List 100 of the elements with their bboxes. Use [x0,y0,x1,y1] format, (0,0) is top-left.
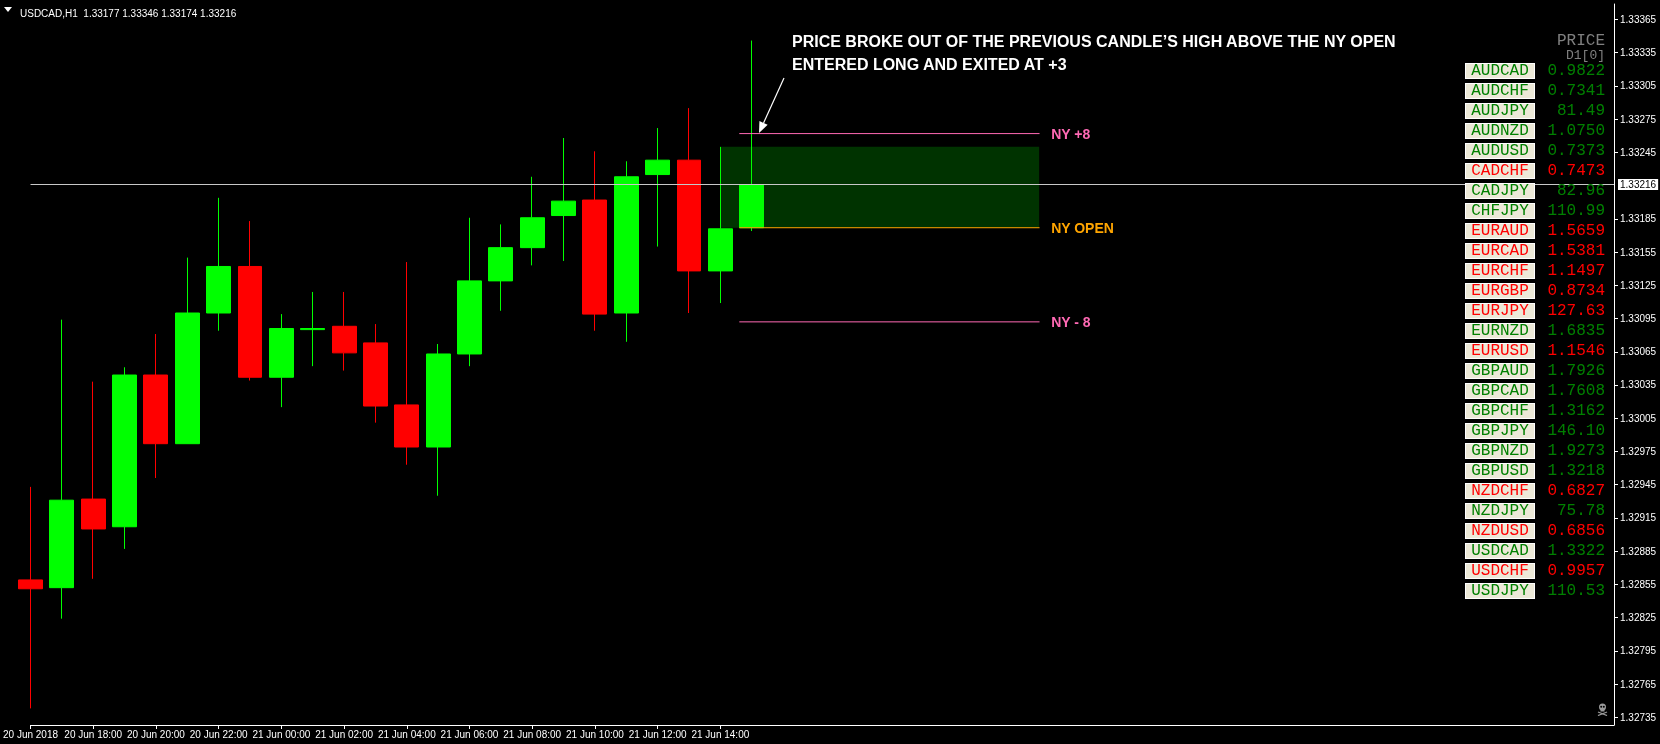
category-label: EURJPY [1465,302,1535,320]
x-tick-label: 21 Jun 04:00 [377,728,437,740]
category-label: USDCHF [1465,562,1535,580]
x-tick-label: 21 Jun 06:00 [440,728,499,740]
annotation: PRICE BROKE OUT OF THE PREVIOUS CANDLE’S HIGH ABOVE THE NY OPEN ENTERED LONG AND EXITED AT +3 [792,33,1396,73]
y-tick-label: 1.32945 [1620,479,1657,491]
y-tick-label: 1.32795 [1620,645,1657,657]
y-tick-label: 1.33275 [1620,113,1657,125]
candlestick [645,127,670,248]
candlestick [551,137,576,262]
y-tick-label: 1.32825 [1620,612,1657,624]
text: 1.7926 [1547,362,1605,380]
candlestick [708,146,733,304]
candlestick [363,323,388,424]
candlestick [300,291,325,367]
text: 1.1497 [1547,262,1605,280]
x-tick-label: 20 Jun 18:00 [64,728,123,740]
x-tick-label: 21 Jun 08:00 [503,728,562,740]
category-label: NZDJPY [1465,502,1535,520]
ref-line-label: 1.33216 [1620,179,1657,191]
category-label: GBPCAD [1465,382,1535,400]
text: 81.49 [1556,102,1605,120]
y-tick-label: 1.33125 [1620,279,1657,291]
candlestick [582,150,607,332]
category-label: GBPCHF [1465,402,1535,420]
y-tick-label: 1.32735 [1620,711,1657,723]
chart-title: USDCAD,H1 1.33177 1.33346 1.33174 1.33216 [20,7,237,19]
text: 82.96 [1556,182,1605,200]
y-tick-label: 1.32885 [1620,545,1657,557]
y-tick-label: 1.33065 [1620,346,1657,358]
y-tick-label: 1.32915 [1620,512,1657,524]
candlestick [143,333,168,479]
text: 0.6856 [1547,522,1605,540]
y-tick-label: 1.33155 [1620,246,1657,258]
text: 127.63 [1547,302,1605,320]
candlestick [426,343,451,497]
text: 110.53 [1547,582,1605,600]
y-tick-label: 1.33305 [1620,80,1657,92]
candlestick [112,366,137,550]
x-tick-label: 20 Jun 2018 [2,728,59,740]
category-label: EURUSD [1465,342,1535,360]
y-tick-label: 1.33245 [1620,146,1657,158]
text: 0.7341 [1547,82,1605,100]
candlestick [677,107,701,314]
category-label: CADJPY [1465,182,1535,200]
candlestick [332,291,357,372]
candlestick [175,257,200,445]
series-label: NY +8 [1051,125,1091,142]
text: 0.7473 [1547,162,1605,180]
text: 1.1546 [1547,342,1605,360]
category-label: EURGBP [1465,282,1535,300]
x-tick-label: 21 Jun 00:00 [252,728,311,740]
text: 146.10 [1547,422,1605,440]
category-label: AUDCHF [1465,82,1535,100]
y-tick-label: 1.33365 [1620,14,1657,26]
category-label: NZDUSD [1465,522,1535,540]
candlestick [614,160,639,343]
text: 1.5659 [1547,222,1605,240]
x-tick-label: 21 Jun 14:00 [691,728,750,740]
category-label: AUDJPY [1465,102,1535,120]
text: 0.9957 [1547,562,1605,580]
category-label: USDCAD [1465,542,1535,560]
text: 0.6827 [1547,482,1605,500]
category-label: GBPUSD [1465,462,1535,480]
candlestick [18,486,43,709]
text: 1.0750 [1547,122,1605,140]
y-tick-label: 1.33185 [1620,213,1657,225]
category-label: AUDUSD [1465,142,1535,160]
y-tick-label: 1.32855 [1620,578,1657,590]
candlestick [238,220,262,382]
candlestick [457,217,482,367]
category-label: EURAUD [1465,222,1535,240]
candlestick [520,176,545,266]
text: 75.78 [1556,502,1605,520]
text: 1.5381 [1547,242,1605,260]
category-label: EURCAD [1465,242,1535,260]
y-tick-label: 1.33035 [1620,379,1657,391]
candlestick [488,223,513,312]
text: PRICE [1556,32,1605,50]
candlestick [81,381,106,580]
text: 1.3162 [1547,402,1605,420]
text: 1.3322 [1547,542,1605,560]
category-label: GBPJPY [1465,422,1535,440]
category-label: USDJPY [1465,582,1535,600]
text: 1.3218 [1547,462,1605,480]
text: 0.7373 [1547,142,1605,160]
candlestick [49,319,74,620]
series-label: NY - 8 [1051,313,1091,330]
category-label: AUDCAD [1465,62,1535,80]
category-label: GBPAUD [1465,362,1535,380]
category-label: GBPNZD [1465,442,1535,460]
y-tick-label: 1.32975 [1620,445,1657,457]
text: D1[0] [1565,48,1605,63]
y-tick-label: 1.33335 [1620,47,1657,59]
y-tick-label: 1.32765 [1620,678,1657,690]
x-tick-label: 21 Jun 10:00 [566,728,625,740]
category-label: EURCHF [1465,262,1535,280]
candlestick [206,197,231,332]
text: 1.9273 [1547,442,1605,460]
category-label: NZDCHF [1465,482,1535,500]
